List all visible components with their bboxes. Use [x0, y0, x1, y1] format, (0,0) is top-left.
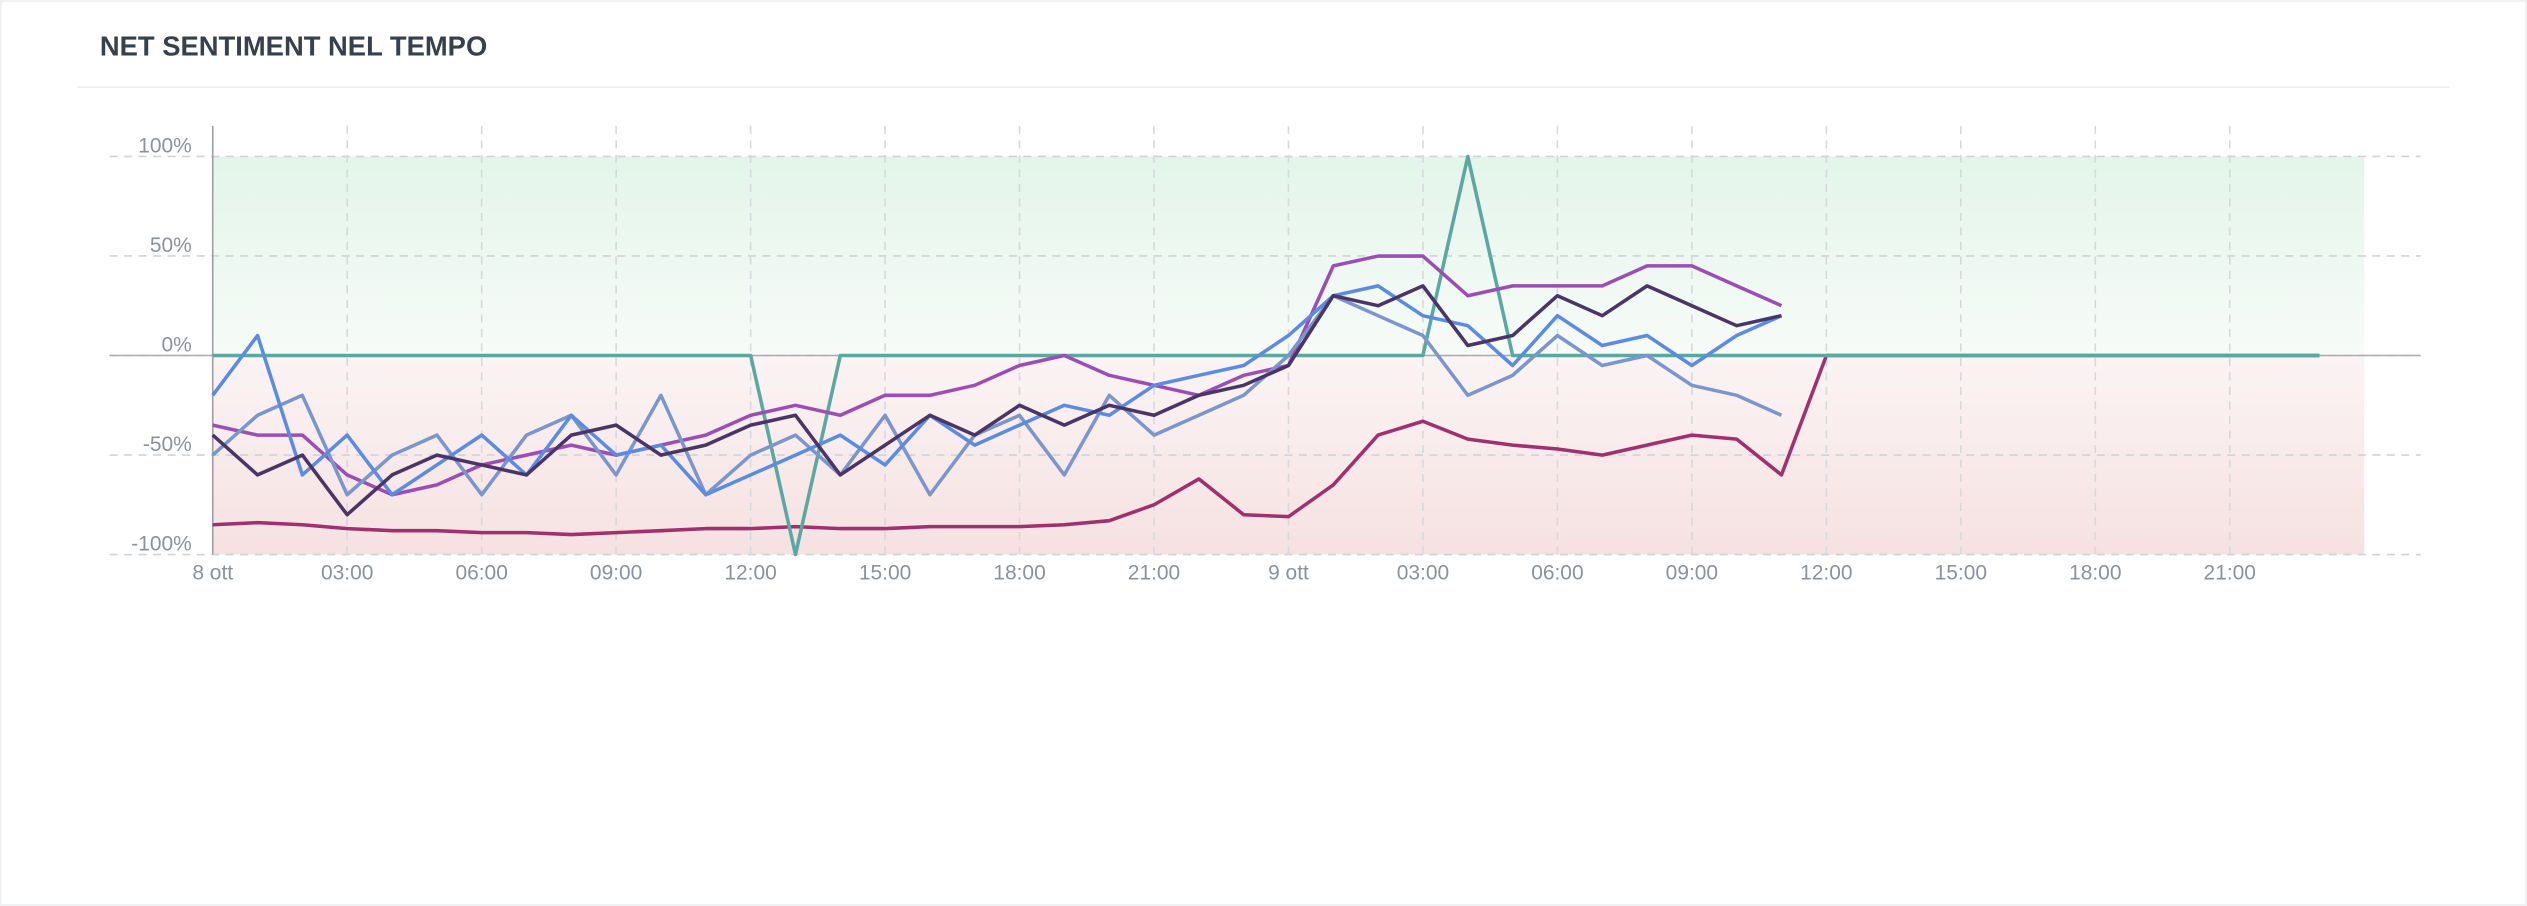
- series-line: [211, 293, 1783, 497]
- x-tick-label: 15:00: [1935, 561, 1987, 584]
- x-tick-label: 03:00: [1397, 561, 1449, 584]
- x-tick-label: 09:00: [590, 561, 642, 584]
- x-tick-label: 21:00: [1128, 561, 1180, 584]
- x-tick-label: 15:00: [859, 561, 911, 584]
- chart-title: NET SENTIMENT NEL TEMPO: [100, 31, 487, 62]
- x-tick-label: 03:00: [321, 561, 373, 584]
- y-tick-label: 50%: [150, 234, 192, 257]
- x-tick-label: 06:00: [1531, 561, 1583, 584]
- x-tick-label: 21:00: [2204, 561, 2256, 584]
- x-tick-label: 12:00: [724, 561, 776, 584]
- series-line: [212, 154, 2320, 557]
- x-tick-label: 8 ott: [192, 561, 233, 584]
- x-tick-label: 06:00: [455, 561, 507, 584]
- x-tick-label: 9 ott: [1268, 561, 1309, 584]
- x-tick-label: 09:00: [1666, 561, 1718, 584]
- y-tick-label: -50%: [143, 433, 192, 456]
- x-tick-label: 12:00: [1800, 561, 1852, 584]
- x-tick-label: 18:00: [993, 561, 1045, 584]
- series-line: [211, 284, 1783, 497]
- y-tick-label: -100%: [131, 532, 192, 555]
- series-line: [212, 254, 1783, 497]
- y-tick-label: 0%: [162, 333, 192, 356]
- x-tick-label: 18:00: [2069, 561, 2121, 584]
- series-line: [211, 284, 1782, 517]
- y-tick-label: 100%: [138, 134, 192, 157]
